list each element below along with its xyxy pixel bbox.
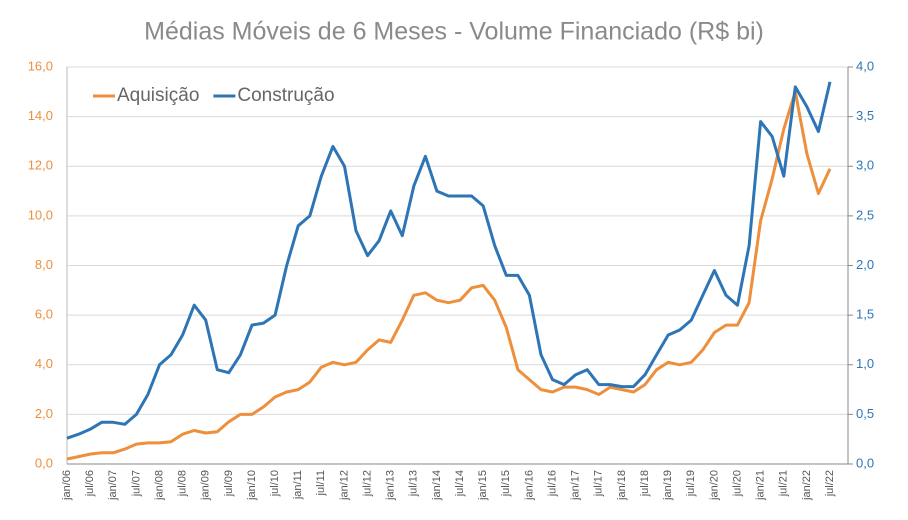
x-tick-label: jan/09 [200,470,212,501]
x-tick-label: jan/08 [153,470,165,501]
x-tick-label: jul/19 [685,470,697,497]
x-tick-label: jan/22 [801,470,813,501]
x-tick-label: jul/10 [269,470,281,497]
y2-tick-label: 0,5 [856,406,874,421]
x-tick-label: jul/17 [593,470,605,497]
y-tick-label: 16,0 [28,58,53,73]
x-tick-label: jul/07 [130,470,142,497]
x-tick-label: jul/22 [824,470,836,497]
y-tick-label: 6,0 [35,307,53,322]
x-tick-label: jan/14 [431,470,443,501]
y-tick-label: 2,0 [35,406,53,421]
legend-label: Construção [237,85,334,106]
legend-label: Aquisição [117,85,199,106]
y2-tick-label: 1,0 [856,356,874,371]
x-tick-label: jul/14 [454,470,466,497]
x-tick-label: jan/17 [570,470,582,501]
x-tick-label: jul/09 [223,470,235,497]
y2-tick-label: 2,5 [856,207,874,222]
y-tick-label: 12,0 [28,158,53,173]
x-tick-label: jul/11 [315,470,327,496]
x-tick-label: jul/12 [361,470,373,497]
y2-tick-label: 2,0 [856,257,874,272]
x-tick-label: jul/06 [84,470,96,497]
series-line [66,81,832,440]
y-tick-label: 10,0 [28,207,53,222]
y2-tick-label: 3,0 [856,158,874,173]
series-line [66,90,832,461]
y-tick-label: 14,0 [28,108,53,123]
chart-title: Médias Móveis de 6 Meses - Volume Financ… [144,18,764,46]
x-tick-label: jul/20 [731,470,743,497]
x-tick-label: jan/10 [246,470,258,501]
y2-tick-label: 1,5 [856,307,874,322]
x-tick-label: jan/06 [61,470,73,501]
y-tick-label: 4,0 [35,356,53,371]
x-tick-label: jan/07 [107,470,119,501]
x-tick-label: jan/11 [292,470,304,500]
x-tick-label: jan/20 [708,470,720,501]
y2-tick-label: 3,5 [856,108,874,123]
x-tick-label: jan/12 [338,470,350,501]
x-tick-label: jan/15 [477,470,489,501]
x-tick-label: jul/18 [639,470,651,497]
x-tick-label: jul/21 [778,470,790,497]
x-tick-label: jan/13 [385,470,397,501]
y-tick-label: 0,0 [35,455,53,470]
x-tick-label: jul/08 [177,470,189,497]
x-tick-label: jul/15 [500,470,512,497]
y-tick-label: 8,0 [35,257,53,272]
x-tick-label: jan/21 [755,470,767,501]
x-tick-label: jul/16 [546,470,558,497]
x-tick-label: jan/16 [523,470,535,501]
x-tick-label: jan/19 [662,470,674,501]
x-tick-label: jul/13 [408,470,420,497]
y2-tick-label: 4,0 [856,58,874,73]
y2-tick-label: 0,0 [856,455,874,470]
x-tick-label: jan/18 [616,470,628,501]
